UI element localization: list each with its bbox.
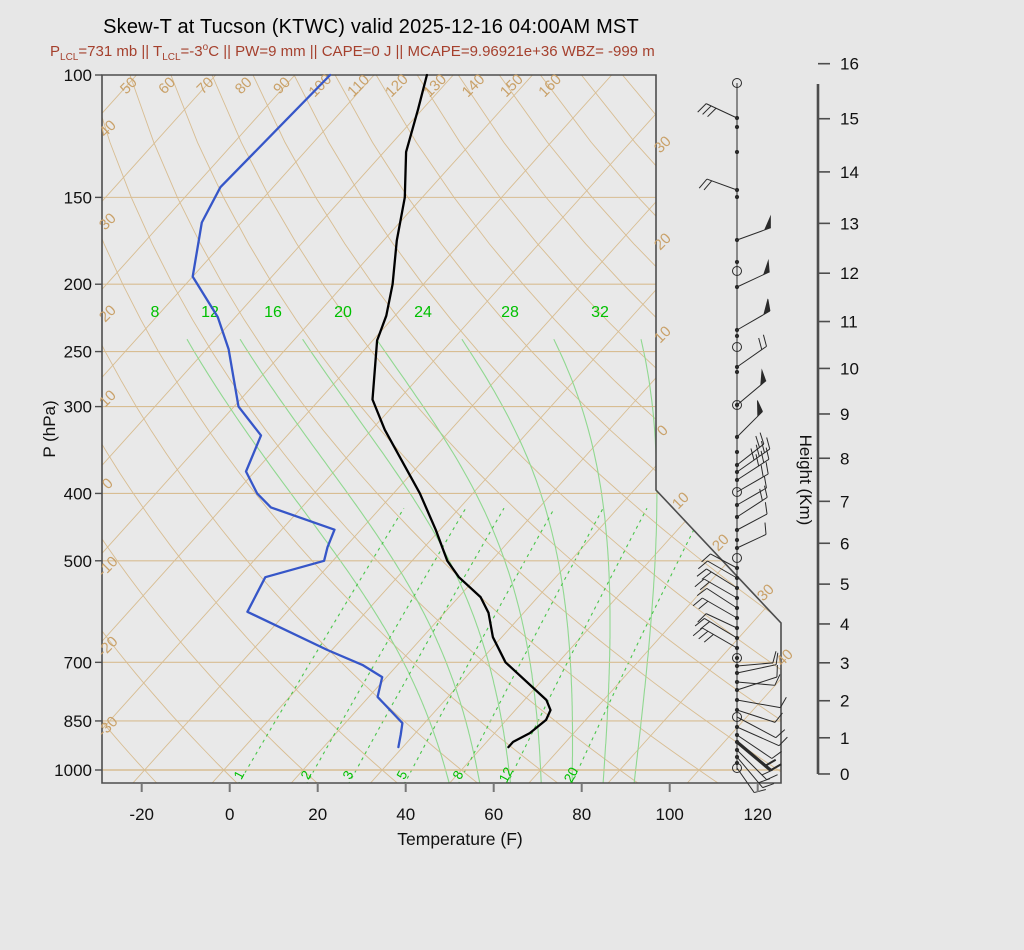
svg-text:32: 32 [591,304,609,321]
svg-text:8: 8 [840,449,849,468]
svg-text:15: 15 [840,110,859,129]
svg-text:250: 250 [64,343,92,362]
svg-text:Height (Km): Height (Km) [796,435,815,526]
svg-text:60: 60 [484,805,503,824]
svg-text:100: 100 [64,66,92,85]
chart-subtitle: PLCL=731 mb || TLCL=-3oC || PW=9 mm || C… [50,42,655,63]
svg-text:7: 7 [840,492,849,511]
svg-text:850: 850 [64,712,92,731]
svg-text:20: 20 [308,805,327,824]
svg-text:100: 100 [656,805,684,824]
svg-text:4: 4 [840,615,849,634]
svg-text:0: 0 [840,765,849,784]
svg-text:300: 300 [64,398,92,417]
svg-text:700: 700 [64,653,92,672]
svg-text:16: 16 [840,55,859,74]
svg-text:6: 6 [840,534,849,553]
svg-text:12: 12 [496,765,516,785]
svg-text:24: 24 [414,304,432,321]
svg-text:1: 1 [840,729,849,748]
svg-text:16: 16 [264,304,282,321]
svg-text:9: 9 [840,405,849,424]
svg-text:P (hPa): P (hPa) [40,400,59,457]
svg-text:500: 500 [64,552,92,571]
svg-text:Temperature (F): Temperature (F) [397,829,522,849]
svg-text:11: 11 [840,313,858,332]
svg-text:1000: 1000 [54,761,92,780]
svg-text:40: 40 [396,805,415,824]
svg-text:80: 80 [572,805,591,824]
svg-text:0: 0 [225,805,234,824]
svg-text:20: 20 [561,765,581,785]
svg-text:10: 10 [840,359,859,378]
svg-text:200: 200 [64,275,92,294]
svg-text:400: 400 [64,484,92,503]
svg-text:2: 2 [840,692,849,711]
svg-text:120: 120 [744,805,772,824]
svg-text:150: 150 [64,188,92,207]
svg-text:14: 14 [840,163,859,182]
svg-text:3: 3 [840,654,849,673]
svg-text:28: 28 [501,304,519,321]
svg-text:12: 12 [840,264,859,283]
svg-text:12: 12 [201,304,219,321]
svg-text:8: 8 [151,304,160,321]
chart-title: Skew-T at Tucson (KTWC) valid 2025-12-16… [103,16,639,38]
svg-text:20: 20 [334,304,352,321]
svg-text:5: 5 [840,575,849,594]
svg-text:-20: -20 [129,805,154,824]
svg-text:13: 13 [840,214,859,233]
